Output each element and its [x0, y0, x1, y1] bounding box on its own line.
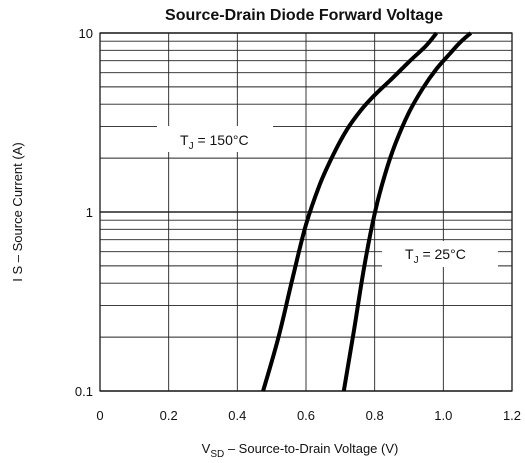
x-axis-label: VSD – Source-to-Drain Voltage (V)	[202, 441, 399, 460]
series-line-tj-25	[341, 31, 473, 392]
x-tick-label: 0.6	[297, 408, 315, 423]
annotation-25: TJ = 25°C	[405, 246, 466, 266]
x-tick-label: 1.0	[434, 408, 452, 423]
plot-frame	[99, 32, 513, 392]
annotation-150-bg	[157, 126, 273, 152]
grid	[99, 32, 513, 392]
annotation-150: TJ = 150°C	[180, 132, 249, 152]
annotation-25-bg	[382, 241, 498, 267]
y-tick-labels: 0.1 1 10	[75, 26, 93, 399]
x-tick-label: 0.4	[228, 408, 246, 423]
x-tick-label: 0.2	[160, 408, 178, 423]
x-tick-label: 0.8	[366, 408, 384, 423]
series-line-tj-150	[261, 31, 439, 392]
x-tick-label: 1.2	[503, 408, 521, 423]
x-tick-labels: 0 0.2 0.4 0.6 0.8 1.0 1.2	[96, 408, 521, 423]
y-tick-label: 0.1	[75, 384, 93, 399]
y-axis-label: I S – Source Current (A)	[10, 142, 25, 281]
chart-title: Source-Drain Diode Forward Voltage	[165, 7, 443, 24]
y-tick-label: 10	[79, 26, 93, 41]
curves	[261, 31, 473, 392]
x-tick-label: 0	[96, 408, 103, 423]
y-tick-label: 1	[86, 205, 93, 220]
